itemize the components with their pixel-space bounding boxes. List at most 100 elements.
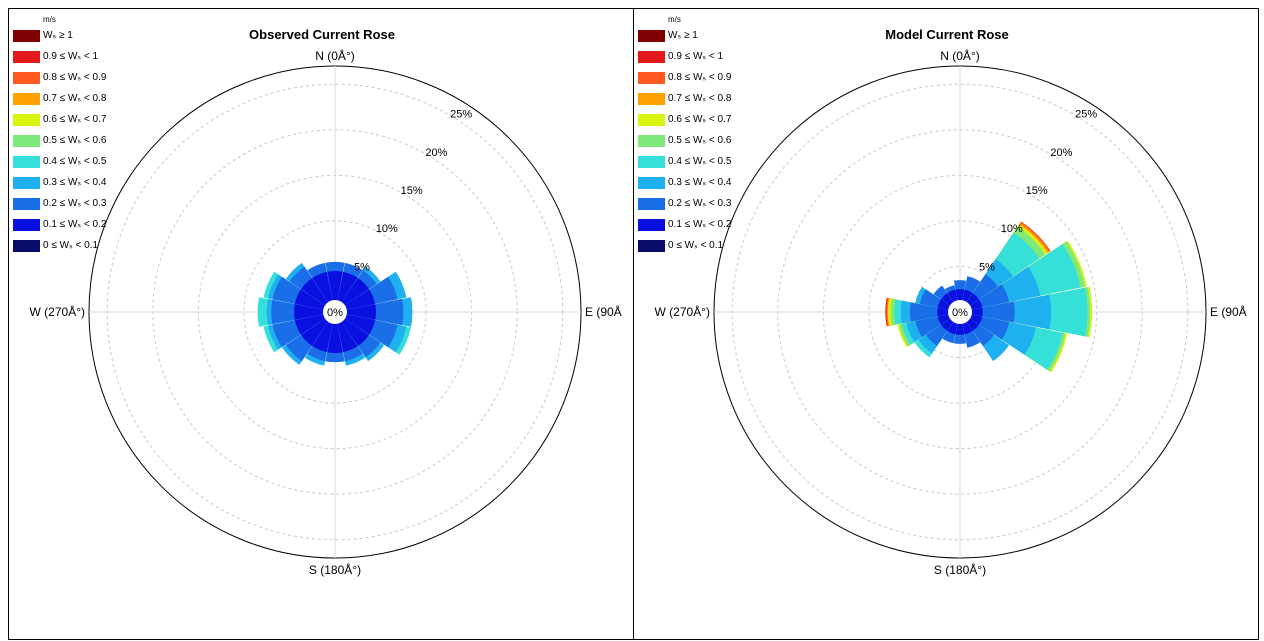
legend-row: 0.3 ≤ Wₛ < 0.4 [638,176,838,190]
legend-row: 0.4 ≤ Wₛ < 0.5 [13,155,213,169]
legend-swatch [638,135,665,147]
legend-swatch [638,93,665,105]
radial-tick-label: 5% [979,261,995,273]
legend-row: 0.9 ≤ Wₛ < 1 [13,50,213,64]
legend-row: 0.7 ≤ Wₛ < 0.8 [13,92,213,106]
legend-label: 0.7 ≤ Wₛ < 0.8 [43,93,107,104]
legend-swatch [13,72,40,84]
legend-row: 0.6 ≤ Wₛ < 0.7 [13,113,213,127]
legend-label: 0.6 ≤ Wₛ < 0.7 [43,114,107,125]
legend-row: 0.1 ≤ Wₛ < 0.2 [13,218,213,232]
radial-tick-label: 20% [1050,147,1072,159]
legend-swatch [13,51,40,63]
legend-label: 0.8 ≤ Wₛ < 0.9 [668,72,732,83]
west-label: W (270Å°) [30,304,85,319]
legend-label: Wₛ ≥ 1 [668,30,698,41]
legend-swatch [13,30,40,42]
legend-row: 0.6 ≤ Wₛ < 0.7 [638,113,838,127]
chart-title: Model Current Rose [885,27,1009,42]
rose-petal-segment [327,312,343,353]
radial-tick-label: 15% [401,185,423,197]
legend-label: 0.5 ≤ Wₛ < 0.6 [43,135,107,146]
legend-row: 0.8 ≤ Wₛ < 0.9 [638,71,838,85]
legend-label: 0.8 ≤ Wₛ < 0.9 [43,72,107,83]
legend-swatch [638,156,665,168]
legend-row: Wₛ ≥ 1 [13,29,213,43]
model-rose-plot: 0% 5% 10% 15% 20% 25% N (0Å°) S (180Å°) W (270Å°… [655,48,1247,577]
legend-label: 0 ≤ Wₛ < 0.1 [43,240,99,251]
legend-swatch [638,51,665,63]
rose-petal-segment [327,271,343,312]
legend-label: 0.6 ≤ Wₛ < 0.7 [668,114,732,125]
north-label: N (0Å°) [315,48,354,63]
legend-row: 0.1 ≤ Wₛ < 0.2 [638,218,838,232]
legend-swatch [13,93,40,105]
rose-petal-segment [909,302,960,322]
radial-tick-label: 5% [354,261,370,273]
center-hole [948,300,972,324]
legend-label: 0.5 ≤ Wₛ < 0.6 [668,135,732,146]
radial-tick-label: 20% [425,147,447,159]
legend-row: 0.7 ≤ Wₛ < 0.8 [638,92,838,106]
observed-rose-panel: m/s Wₛ ≥ 1 0.9 ≤ Wₛ < 1 0.8 ≤ Wₛ < 0.9 0… [8,8,634,640]
legend-row: Wₛ ≥ 1 [638,29,838,43]
radial-tick-label: 25% [450,109,472,121]
legend-row: 0.3 ≤ Wₛ < 0.4 [13,176,213,190]
legend-swatch [13,219,40,231]
legend-swatch [638,177,665,189]
legend-label: 0.7 ≤ Wₛ < 0.8 [668,93,732,104]
radial-tick-label: 25% [1075,109,1097,121]
west-label: W (270Å°) [655,304,710,319]
legend-label: 0.1 ≤ Wₛ < 0.2 [668,219,732,230]
legend-row: 0.4 ≤ Wₛ < 0.5 [638,155,838,169]
legend-label: 0 ≤ Wₛ < 0.1 [668,240,724,251]
rose-petal-segment [960,301,1015,323]
legend-label: 0.3 ≤ Wₛ < 0.4 [668,177,732,188]
rose-petal-segment [294,304,335,320]
legend-row: 0.5 ≤ Wₛ < 0.6 [13,134,213,148]
legend-unit: m/s [43,15,56,24]
chart-title: Observed Current Rose [249,27,395,42]
center-label: 0% [327,307,343,319]
legend-swatch [638,198,665,210]
legend-label: 0.1 ≤ Wₛ < 0.2 [43,219,107,230]
legend-row: 0.2 ≤ Wₛ < 0.3 [13,197,213,211]
legend-row: 0.9 ≤ Wₛ < 1 [638,50,838,64]
legend-label: 0.4 ≤ Wₛ < 0.5 [43,156,107,167]
radial-tick-label: 15% [1026,185,1048,197]
rose-petal-segment [335,304,376,320]
observed-rose-plot: 0% 5% 10% 15% 20% 25% N (0Å°) S (180Å°) W (270Å°… [30,48,622,577]
legend-swatch [13,198,40,210]
legend-label: 0.2 ≤ Wₛ < 0.3 [668,198,732,209]
legend-label: 0.9 ≤ Wₛ < 1 [668,51,724,62]
legend-label: 0.9 ≤ Wₛ < 1 [43,51,99,62]
legend-swatch [638,72,665,84]
legend-row: 0.2 ≤ Wₛ < 0.3 [638,197,838,211]
legend-swatch [638,30,665,42]
east-label: E (90Å [1210,304,1247,319]
legend-label: Wₛ ≥ 1 [43,30,73,41]
north-label: N (0Å°) [940,48,979,63]
radial-tick-label: 10% [1001,223,1023,235]
legend-swatch [13,177,40,189]
legend-label: 0.3 ≤ Wₛ < 0.4 [43,177,107,188]
east-label: E (90Å [585,304,622,319]
legend-row: 0.8 ≤ Wₛ < 0.9 [13,71,213,85]
rose-petal-segment [335,278,369,312]
legend-swatch [638,240,665,252]
rose-petal-segment [301,278,335,312]
legend-swatch [13,114,40,126]
center-hole [323,300,347,324]
legend-swatch [13,156,40,168]
model-rose-panel: m/s Wₛ ≥ 1 0.9 ≤ Wₛ < 1 0.8 ≤ Wₛ < 0.9 0… [633,8,1259,640]
radial-tick-label: 10% [376,223,398,235]
legend-label: 0.2 ≤ Wₛ < 0.3 [43,198,107,209]
legend-unit: m/s [668,15,681,24]
legend-swatch [638,219,665,231]
legend-row: 0 ≤ Wₛ < 0.1 [13,239,213,253]
legend-row: 0.5 ≤ Wₛ < 0.6 [638,134,838,148]
rose-petal-segment [335,312,369,346]
south-label: S (180Å°) [309,562,361,577]
legend-row: 0 ≤ Wₛ < 0.1 [638,239,838,253]
south-label: S (180Å°) [934,562,986,577]
